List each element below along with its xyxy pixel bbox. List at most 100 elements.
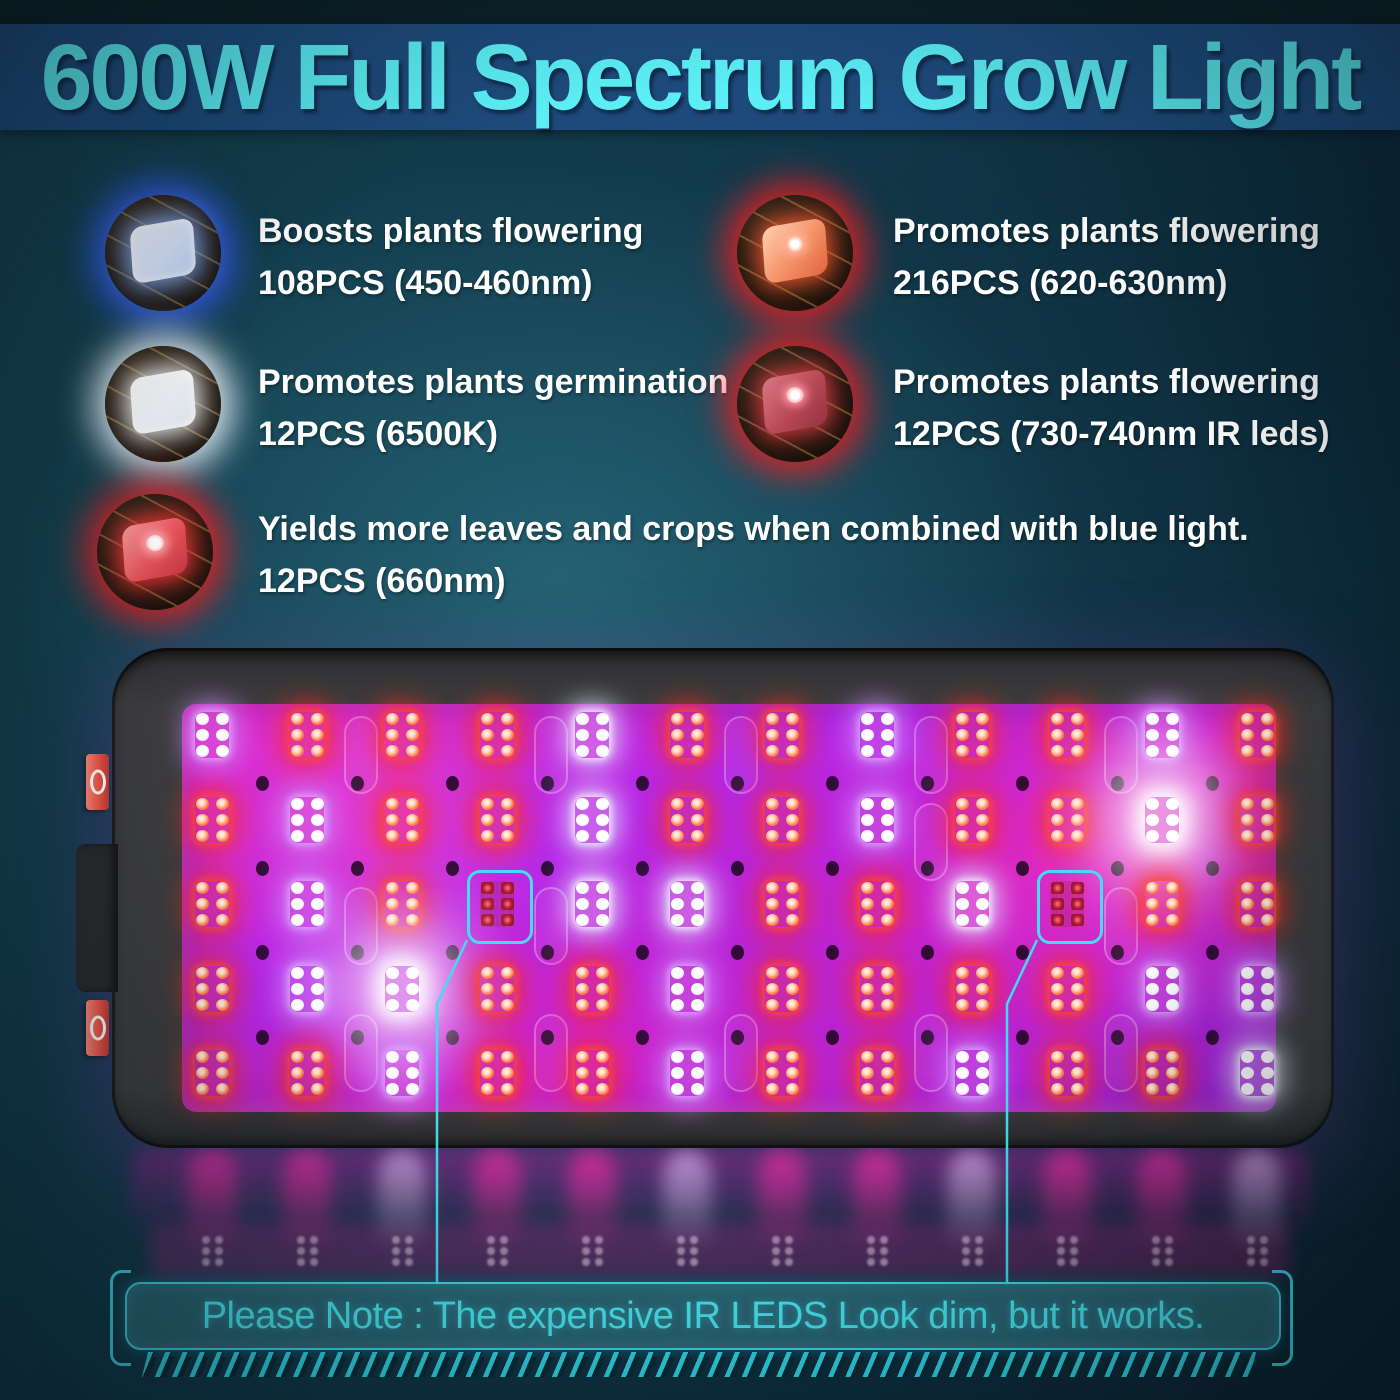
led-dot [480, 713, 494, 725]
led-dot [1165, 1051, 1179, 1063]
title-banner: 600W Full Spectrum Grow Light [0, 24, 1400, 130]
reflection-cluster [1054, 1232, 1080, 1270]
screw-dot [921, 945, 934, 960]
led-dot [195, 1083, 209, 1095]
reflection-cluster [674, 1232, 700, 1270]
reflection-bar [1138, 1150, 1186, 1256]
led-dot [955, 982, 969, 995]
led-dot [500, 729, 514, 741]
feature-red-text: Yields more leaves and crops when combin… [258, 503, 1249, 607]
led-dot [1240, 998, 1254, 1011]
chip-body [129, 368, 197, 436]
led-dot [1070, 797, 1084, 810]
led-dot [290, 1083, 304, 1095]
led-dot [215, 882, 229, 894]
led-dot [765, 1083, 779, 1095]
led-dot [480, 982, 494, 995]
led-cluster-white [1240, 1050, 1274, 1096]
led-dot [670, 729, 684, 741]
led-dot [1165, 829, 1179, 842]
led-dot [975, 1067, 989, 1079]
led-cluster-red [290, 1050, 324, 1096]
led-dot [1240, 745, 1254, 757]
led-dot [975, 1083, 989, 1095]
led-dot [195, 898, 209, 910]
led-dot [1070, 813, 1084, 826]
led-dot [1145, 713, 1159, 725]
screw-dot [636, 1029, 649, 1045]
led-cluster-red [195, 881, 229, 927]
led-dot [690, 745, 704, 757]
led-dot [575, 1051, 589, 1063]
led-dot [1070, 829, 1084, 842]
reflection-glow-band [130, 1150, 1310, 1236]
led-dot [1070, 1083, 1084, 1095]
led-dot [1050, 829, 1064, 842]
feature-line: 12PCS (730-740nm IR leds) [893, 415, 1330, 453]
led-cluster-white [575, 796, 609, 843]
led-dot [215, 1051, 229, 1063]
led-dot [215, 982, 229, 995]
led-dot [215, 813, 229, 826]
note-corner-bracket-right [1272, 1270, 1293, 1366]
led-cluster-red [480, 712, 514, 758]
led-dot [765, 898, 779, 910]
led-dot [975, 882, 989, 894]
screw-dot [1206, 1029, 1219, 1045]
led-dot [1050, 1067, 1064, 1079]
led-dot [1260, 729, 1274, 741]
led-dot [310, 745, 324, 757]
led-dot [1145, 882, 1159, 894]
orange-led-chip-icon [737, 195, 853, 311]
led-dot [405, 813, 419, 826]
led-dot [195, 745, 209, 757]
led-dot [765, 745, 779, 757]
led-dot [785, 829, 799, 842]
screw-dot [826, 776, 839, 791]
feature-white-text: Promotes plants germination 12PCS (6500K… [258, 356, 728, 460]
led-dot [955, 914, 969, 926]
led-dot [385, 982, 399, 995]
led-dot [405, 713, 419, 725]
led-cluster-red [860, 1050, 894, 1096]
led-dot [1050, 1051, 1064, 1063]
led-dot [310, 1067, 324, 1079]
led-dot [195, 729, 209, 741]
led-dot [955, 729, 969, 741]
led-dot [385, 1083, 399, 1095]
led-dot [1240, 966, 1254, 979]
led-dot [690, 1067, 704, 1079]
led-cluster-red [1050, 1050, 1084, 1096]
led-dot [880, 898, 894, 910]
led-dot [1260, 898, 1274, 910]
led-dot [405, 1083, 419, 1095]
led-cluster-red [1050, 796, 1084, 843]
led-dot [575, 898, 589, 910]
led-dot [575, 813, 589, 826]
led-dot [215, 898, 229, 910]
reflection-bar [473, 1150, 521, 1256]
led-dot [1165, 998, 1179, 1011]
reflection-cluster [199, 1232, 225, 1270]
screw-dot [446, 1029, 459, 1045]
note-box: Please Note : The expensive IR LEDS Look… [125, 1282, 1281, 1350]
led-cluster-red [195, 1050, 229, 1096]
led-dot [290, 1067, 304, 1079]
led-dot [595, 829, 609, 842]
led-dot [975, 1051, 989, 1063]
led-dot [310, 829, 324, 842]
led-dot [1260, 745, 1274, 757]
led-dot [575, 829, 589, 842]
led-dot [1050, 713, 1064, 725]
led-dot [290, 966, 304, 979]
reflection-bar [758, 1150, 806, 1256]
led-cluster-white [670, 881, 704, 927]
reflection-bar [853, 1150, 901, 1256]
led-dot [215, 1067, 229, 1079]
led-cluster-red [860, 881, 894, 927]
led-dot [975, 797, 989, 810]
screw-dot [636, 860, 649, 876]
led-dot [880, 797, 894, 810]
led-dot [975, 713, 989, 725]
led-dot [955, 1067, 969, 1079]
